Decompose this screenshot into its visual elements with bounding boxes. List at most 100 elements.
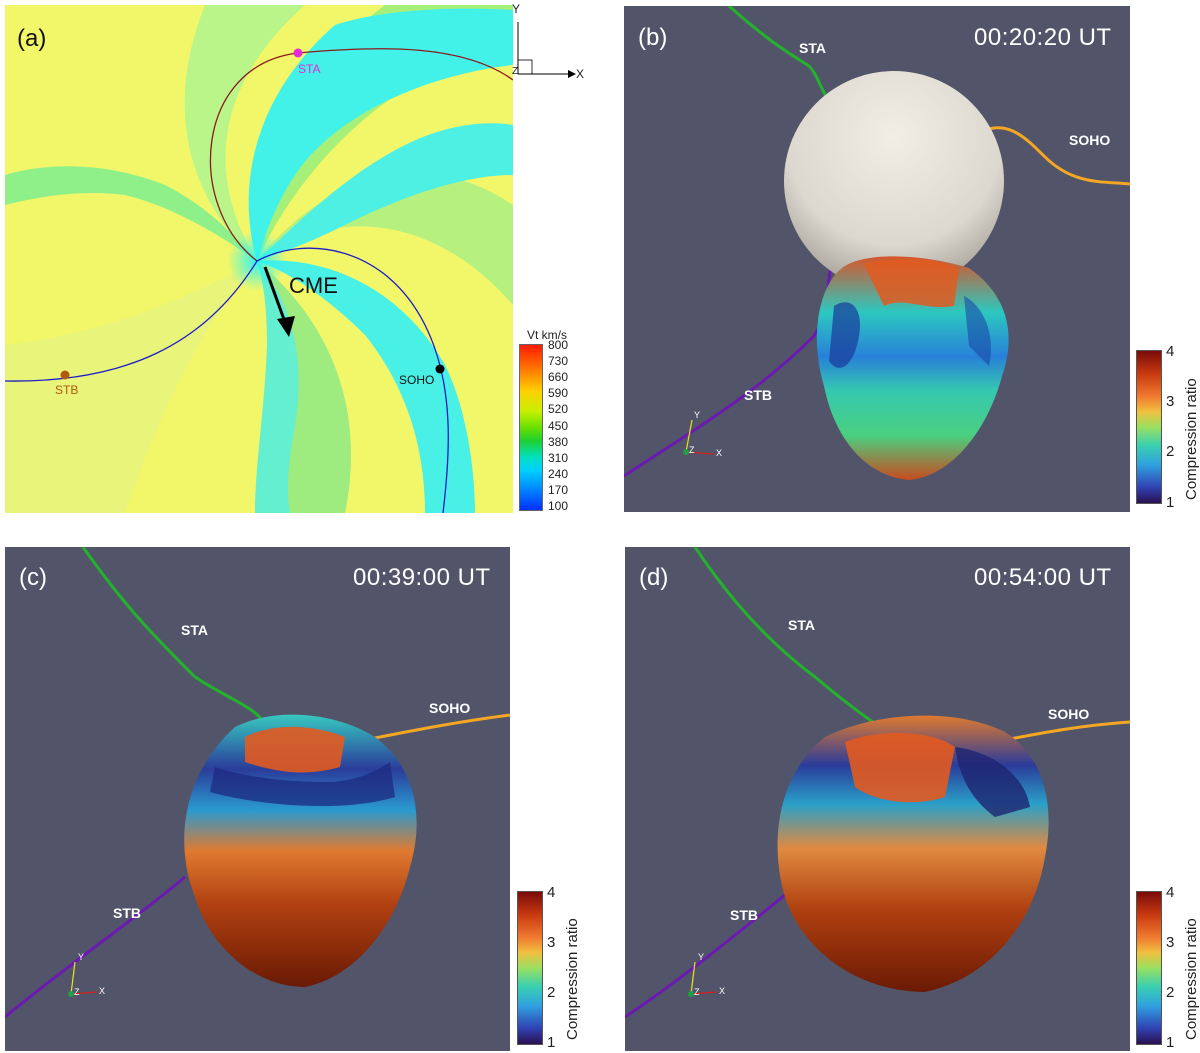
stb-label-b: STB: [744, 387, 772, 403]
shock-patch: [829, 302, 860, 368]
axis-indicator-svg: [517, 22, 576, 78]
vt-colorbar-tick: 240: [548, 466, 569, 481]
cbar-d-tick: 4: [1166, 884, 1175, 901]
cbar-d-tick: 2: [1166, 984, 1175, 1001]
sta-marker: [293, 48, 303, 58]
stream-band: [184, 5, 305, 261]
mini-z-label-c: Z: [74, 987, 80, 997]
sta-label-c: STA: [181, 622, 208, 638]
sta-trajectory-c: [81, 547, 265, 723]
panel-c-shock-0039: (c) 00:39:00 UT STA SOHO STB Y X Z: [5, 547, 510, 1051]
axis-x-label-a: X: [576, 67, 585, 81]
shock-patch: [845, 732, 955, 803]
velocity-map-svg: [5, 5, 513, 513]
soho-label-c: SOHO: [429, 700, 471, 716]
soho-trajectory-c: [354, 713, 510, 744]
mini-axes-svg: [688, 961, 718, 997]
slow-wind-region: [257, 123, 513, 262]
compression-colorbar-d: [1136, 891, 1162, 1045]
shock-patch: [864, 259, 959, 308]
vt-colorbar-tick: 590: [548, 386, 569, 401]
cme-arrow-shaft: [263, 266, 288, 326]
mini-y-label-b: Y: [694, 410, 701, 420]
panel-d-svg: [625, 547, 1130, 1019]
mini-x-label-d: X: [719, 986, 726, 996]
cbar-d-tick: 1: [1166, 1034, 1175, 1051]
time-label-d: 00:54:00 UT: [974, 564, 1112, 591]
vt-colorbar-tick: 380: [548, 434, 569, 449]
compression-title-b: Compression ratio: [1183, 378, 1200, 500]
mini-z-label-d: Z: [694, 987, 700, 997]
slow-wind-region: [248, 8, 513, 261]
panel-label-d: (d): [639, 564, 669, 591]
stream-band: [5, 261, 257, 513]
vt-colorbar-tick: 730: [548, 354, 569, 369]
cme-label: CME: [289, 273, 338, 298]
vt-colorbar-tick: 520: [548, 402, 569, 417]
soho-trajectory-b: [973, 126, 1130, 186]
stb-marker: [60, 370, 70, 380]
shock-surface-b: [816, 256, 1009, 480]
panel-a-velocity-map: (a) STA STB SOHO CME: [5, 5, 513, 513]
vt-colorbar-tick: 100: [548, 499, 569, 513]
axis-y-label-a: Y: [512, 2, 521, 16]
panel-label-c: (c): [19, 564, 47, 591]
axis-z-label-a: Z: [512, 66, 519, 77]
vt-colorbar: [519, 344, 543, 511]
earth-orbit-line: [5, 247, 449, 513]
compression-title-d: Compression ratio: [1183, 918, 1200, 1040]
stb-trajectory-c: [5, 875, 186, 1019]
cbar-c-tick: 3: [547, 934, 556, 951]
sta-label-b: STA: [799, 40, 826, 56]
mini-axes-d: Y X Z: [685, 952, 735, 1002]
sta-trajectory-b: [728, 6, 836, 108]
vt-colorbar-tick: 170: [548, 482, 569, 497]
compression-colorbar-c: [517, 891, 543, 1045]
compression-title-c: Compression ratio: [564, 918, 581, 1040]
sta-trajectory-d: [693, 547, 881, 729]
cme-arrow-head: [277, 316, 295, 337]
cbar-b-tick: 2: [1166, 443, 1175, 460]
stream-band: [5, 166, 257, 261]
axis-indicator-a: Y X Z: [510, 2, 600, 82]
panel-label-b: (b): [638, 24, 668, 51]
mini-axes-c: Y X Z: [65, 952, 115, 1002]
cbar-b-tick: 3: [1166, 393, 1175, 410]
panel-b-shock-0020: (b) 00:20:20 UT STA SOHO STB Y X Z: [624, 6, 1130, 512]
mini-z-label-b: Z: [689, 445, 695, 455]
shock-patch: [964, 296, 992, 366]
cbar-c-tick: 1: [547, 1034, 556, 1051]
stb-label-c: STB: [113, 905, 141, 921]
vt-colorbar-title: Vt km/s: [527, 328, 568, 342]
mini-x-label-c: X: [99, 986, 106, 996]
stream-band: [255, 261, 352, 513]
stb-label-d: STB: [730, 907, 758, 923]
soho-label-b: SOHO: [1069, 132, 1111, 148]
stb-trajectory-d: [625, 885, 796, 1019]
mini-x-label-b: X: [716, 448, 723, 458]
mini-axes-svg: [683, 419, 715, 455]
soho-marker: [435, 364, 445, 374]
cbar-c-tick: 4: [547, 884, 556, 901]
mini-y-label-d: Y: [698, 952, 705, 962]
soho-trajectory-d: [994, 720, 1130, 744]
vt-colorbar-tick: 310: [548, 450, 569, 465]
panel-b-svg: [624, 6, 1130, 480]
time-label-c: 00:39:00 UT: [353, 564, 491, 591]
stb-label-a: STB: [55, 383, 79, 397]
shock-patch: [245, 726, 345, 773]
sta-label-d: STA: [788, 617, 815, 633]
cbar-d-tick: 3: [1166, 934, 1175, 951]
vt-colorbar-tick: 660: [548, 370, 569, 385]
shock-patch: [210, 762, 395, 807]
cme-sphere: [784, 71, 1004, 291]
panel-c-svg: [5, 547, 510, 1019]
cbar-b-tick: 4: [1166, 343, 1175, 360]
time-label-b: 00:20:20 UT: [974, 24, 1112, 51]
sta-orbit-line: [209, 48, 513, 262]
soho-label-a: SOHO: [399, 373, 435, 387]
mini-axes-b: Y X Z: [680, 410, 730, 460]
panel-d-shock-0054: (d) 00:54:00 UT STA SOHO STB Y X Z: [625, 547, 1130, 1051]
shock-patch: [955, 747, 1030, 817]
mini-y-label-c: Y: [78, 952, 85, 962]
